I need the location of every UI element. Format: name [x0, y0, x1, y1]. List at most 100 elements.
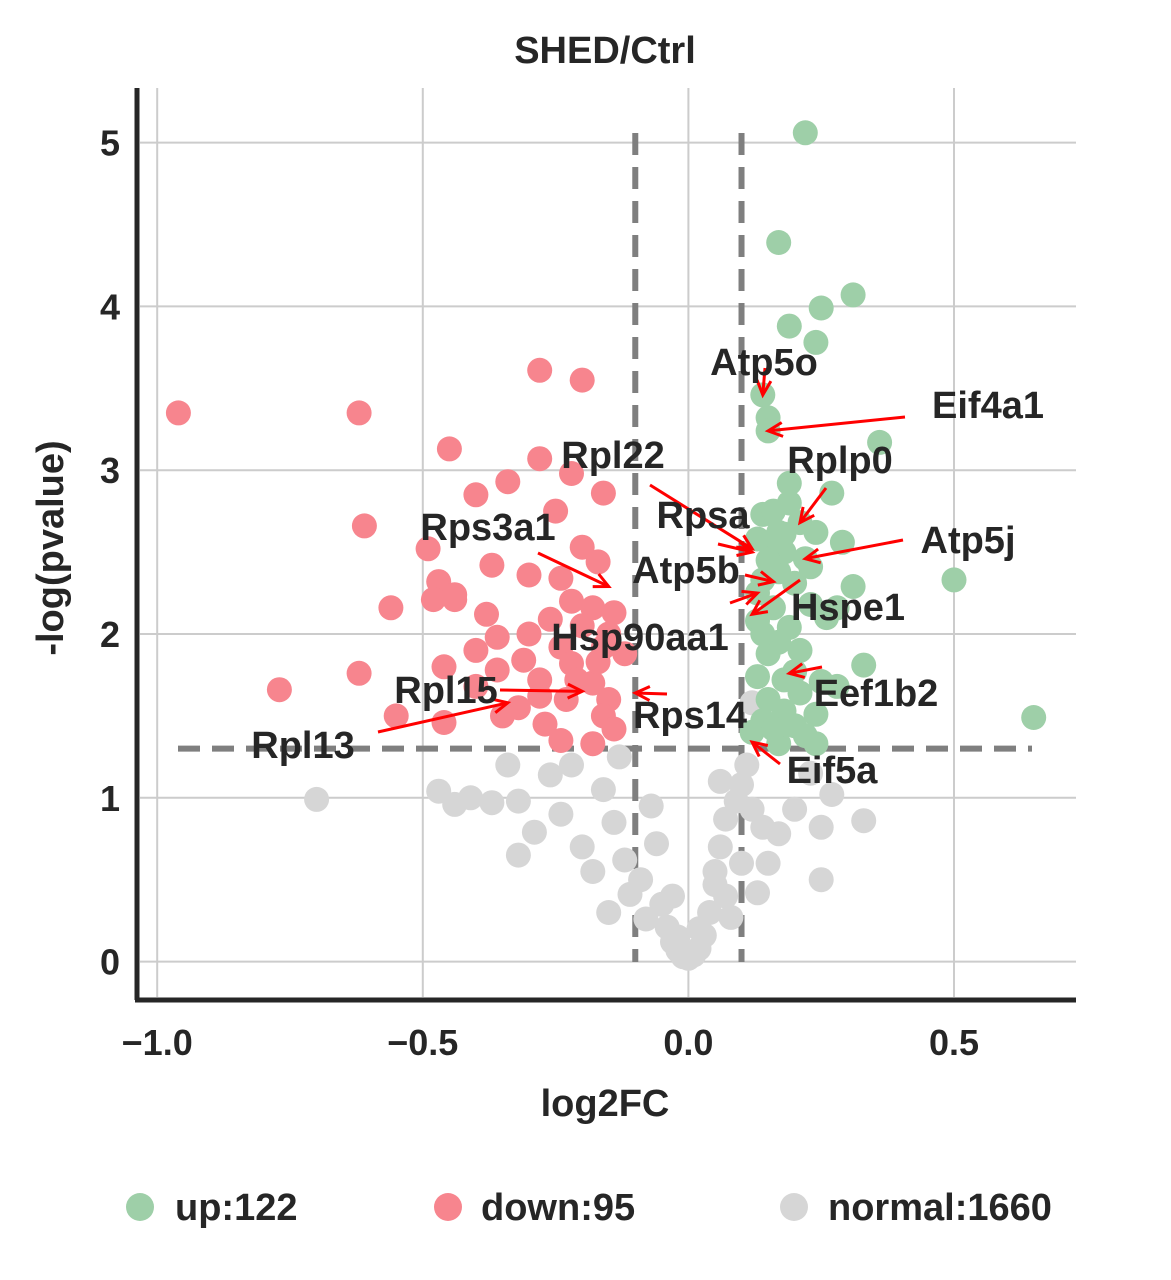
down-point	[548, 728, 574, 753]
normal-point	[580, 859, 606, 884]
arrow-shaft	[729, 591, 758, 605]
arrow-hsp90aa1	[729, 589, 761, 606]
normal-point	[521, 819, 547, 845]
arrow-head	[801, 547, 822, 565]
gene-label-rpl13: Rpl13	[251, 725, 354, 767]
up-point	[803, 731, 829, 757]
normal-point	[505, 788, 531, 814]
down-point	[463, 482, 489, 508]
up-point	[803, 701, 829, 727]
arrow-head	[797, 506, 815, 526]
down-point	[431, 654, 457, 680]
down-point	[378, 595, 404, 621]
down-point	[527, 683, 553, 709]
normal-point	[304, 786, 330, 812]
up-point	[755, 641, 781, 667]
arrow-eif5a	[749, 739, 781, 766]
annotation-arrows	[377, 367, 906, 766]
up-point	[803, 329, 829, 355]
gene-label-rps3a1: Rps3a1	[420, 507, 555, 549]
arrow-shaft	[767, 415, 906, 433]
y-tick-label: 2	[100, 614, 120, 655]
down-point	[548, 565, 574, 591]
up-point	[851, 652, 877, 678]
down-point	[569, 534, 595, 560]
arrow-hspe1	[749, 578, 801, 617]
gene-label-atp5o: Atp5o	[710, 342, 818, 384]
down-point	[601, 600, 627, 626]
normal-point	[479, 790, 505, 816]
normal-point	[686, 916, 712, 942]
normal-point	[638, 793, 664, 819]
legend: up:122 down:95 normal:1660	[126, 1187, 1052, 1229]
up-point	[760, 498, 786, 524]
arrow-head	[741, 589, 761, 606]
arrow-rplp0	[797, 487, 828, 526]
arrow-eif4a1	[764, 415, 906, 438]
normal-point	[755, 850, 781, 876]
normal-point	[734, 752, 760, 778]
up-point	[755, 547, 781, 573]
down-point	[346, 660, 372, 686]
chart-title: SHED/Ctrl	[514, 30, 696, 72]
down-point	[383, 703, 409, 729]
normal-point	[590, 777, 616, 803]
arrow-head	[736, 534, 756, 551]
down-point	[484, 657, 510, 683]
gene-label-atp5b: Atp5b	[632, 550, 740, 592]
arrow-shaft	[537, 551, 610, 588]
y-tick-label: 4	[100, 286, 120, 327]
normal-point	[713, 883, 739, 909]
x-tick-label: 0.5	[929, 1022, 979, 1063]
arrow-rpl22	[649, 483, 756, 551]
normal-point	[808, 867, 834, 893]
up-point	[824, 673, 850, 699]
legend-marker	[126, 1193, 154, 1221]
data-points	[165, 120, 1047, 971]
up-point	[1021, 705, 1047, 730]
down-point	[601, 716, 627, 742]
normal-point	[702, 859, 728, 884]
normal-point	[729, 772, 754, 798]
up-point	[814, 605, 839, 631]
down-point	[612, 641, 638, 667]
gene-label-eif4a1: Eif4a1	[932, 385, 1044, 427]
down-point	[559, 461, 584, 486]
up-point	[750, 621, 776, 647]
down-point	[580, 731, 606, 757]
down-point	[495, 469, 521, 495]
arrow-shaft	[744, 573, 774, 584]
up-point	[840, 282, 866, 308]
y-tick-label: 1	[100, 778, 120, 819]
legend-item-up: up:122	[126, 1187, 297, 1229]
arrow-shaft	[798, 487, 828, 524]
up-point	[787, 680, 813, 706]
arrow-rpl15	[499, 682, 586, 700]
down-point	[585, 549, 611, 575]
arrow-shaft	[751, 578, 801, 616]
legend-label: normal:1660	[828, 1187, 1052, 1229]
normal-point	[660, 883, 685, 909]
down-point	[442, 587, 468, 613]
normal-point	[819, 782, 845, 807]
down-point	[415, 536, 441, 562]
up-point	[803, 519, 829, 545]
axes	[134, 88, 1076, 1003]
down-point	[559, 588, 584, 614]
up-point	[776, 313, 802, 339]
y-axis-title: -log(pvalue)	[30, 440, 72, 655]
up-point	[792, 120, 818, 146]
arrow-shaft	[499, 688, 583, 693]
up-point	[745, 664, 770, 690]
down-point	[516, 621, 542, 647]
down-point	[590, 480, 616, 506]
y-tick-label: 5	[100, 123, 120, 164]
down-point	[585, 649, 611, 675]
normal-point	[458, 785, 484, 811]
normal-point	[548, 801, 574, 827]
normal-point	[569, 834, 595, 860]
threshold-lines	[178, 133, 1032, 962]
down-point	[532, 711, 558, 737]
arrow-shaft	[717, 542, 753, 554]
down-point	[266, 677, 292, 703]
